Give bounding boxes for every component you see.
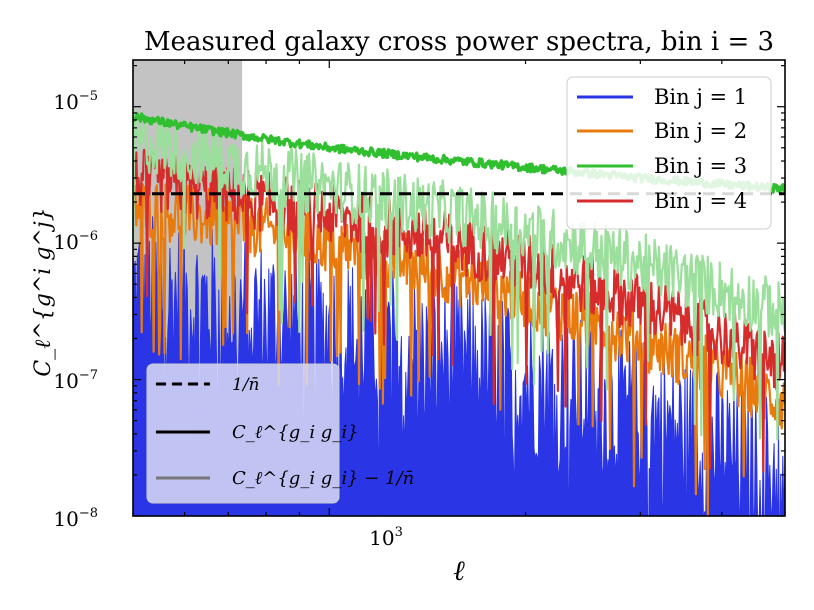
legend-label-bin-3: Bin j = 3: [654, 154, 747, 178]
ticks-layer: [132, 60, 786, 517]
x-tick-label-1e3: 103: [369, 525, 403, 550]
axes-frame: [132, 59, 786, 517]
series-legend-box: [566, 76, 772, 230]
legend-label-bin-2: Bin j = 2: [654, 119, 747, 143]
legend-label-bin-4: Bin j = 4: [654, 189, 747, 213]
y-tick-label-1e-7: 10−7: [53, 368, 98, 393]
legend-label-auto: C_ℓ^{g_i g_i}: [232, 422, 359, 443]
x-axis-label: ℓ: [453, 554, 465, 587]
series-bin-j-3-minus-1-n: [133, 110, 785, 441]
y-tick-label-1e-5: 10−5: [53, 89, 98, 114]
chart-title: Measured galaxy cross power spectra, bin…: [144, 27, 774, 57]
style-legend-box: [146, 363, 340, 504]
y-axis-label: C_ℓ^{g^i g^j}: [31, 207, 56, 376]
legend-label-noise: 1/n̄: [232, 375, 260, 395]
legend-label-bin-1: Bin j = 1: [654, 85, 747, 109]
y-tick-label-1e-8: 10−8: [53, 506, 98, 531]
series-legend: Bin j = 1 Bin j = 2 Bin j = 3 Bin j = 4: [566, 76, 772, 230]
style-legend: 1/n̄ C_ℓ^{g_i g_i} C_ℓ^{g_i g_i} − 1/n̄: [146, 363, 414, 504]
y-tick-label-1e-6: 10−6: [53, 229, 98, 254]
legend-label-auto-minus-noise: C_ℓ^{g_i g_i} − 1/n̄: [232, 468, 414, 489]
